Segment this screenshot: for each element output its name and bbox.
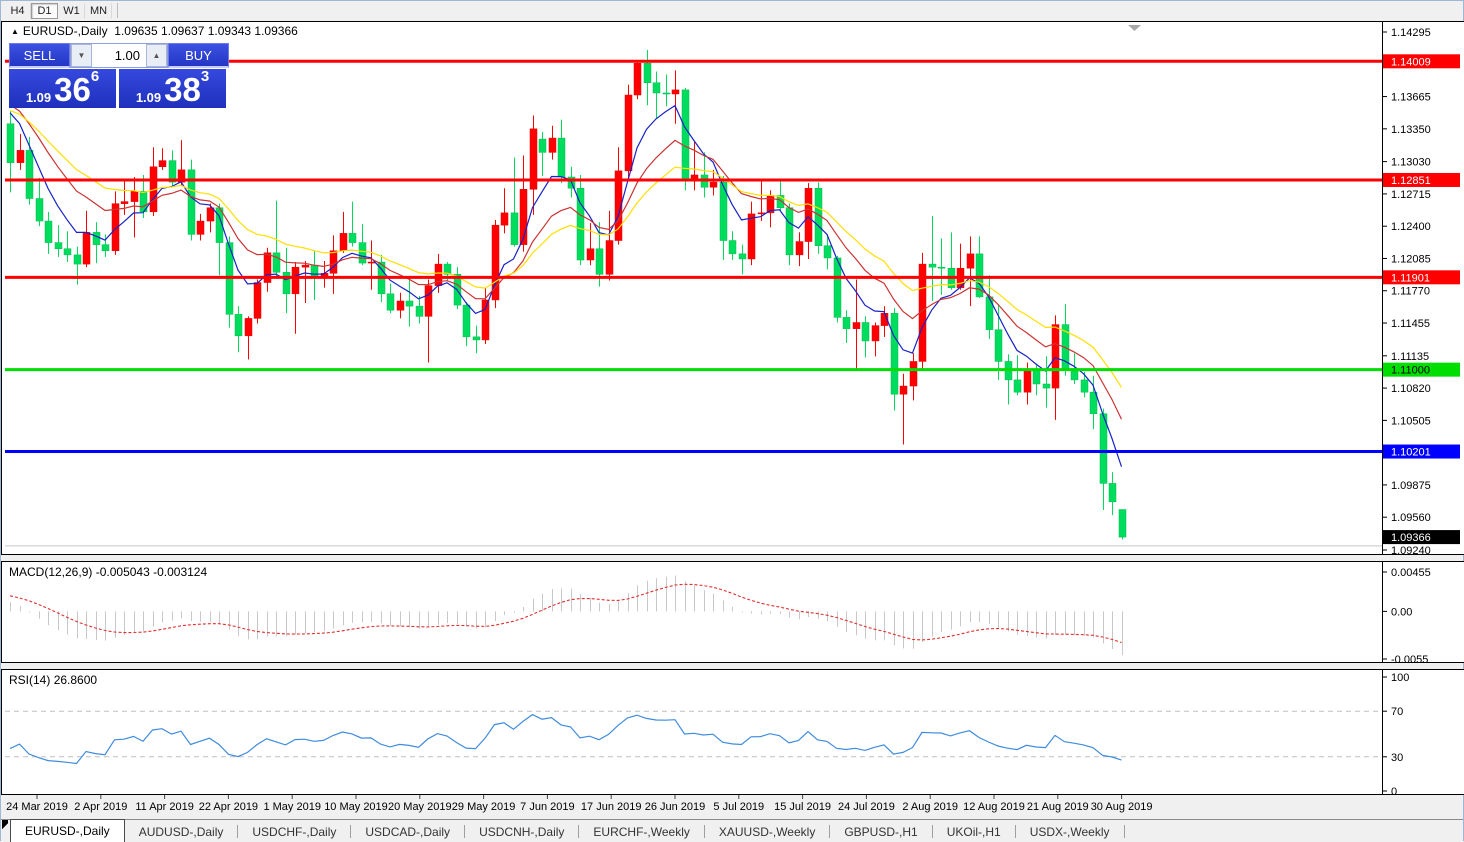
tab-audusd-daily[interactable]: AUDUSD-,Daily	[125, 821, 238, 842]
chevron-up-icon: ▲	[153, 51, 161, 60]
tab-usdcad-daily[interactable]: USDCAD-,Daily	[351, 821, 464, 842]
buy-price-display[interactable]: 1.09 38 3	[119, 69, 226, 108]
volume-input[interactable]: 1.00	[92, 44, 146, 67]
buy-price-point: 3	[201, 71, 209, 83]
svg-text:30 Aug 2019: 30 Aug 2019	[1091, 801, 1153, 813]
tab-bar-corner-icon	[2, 820, 8, 834]
sell-button[interactable]: SELL	[9, 43, 70, 68]
buy-button[interactable]: BUY	[168, 43, 229, 68]
timeframe-button-d1[interactable]: D1	[31, 3, 58, 19]
macd-background	[1, 561, 1464, 663]
svg-text:1.11901: 1.11901	[1391, 272, 1430, 284]
sell-price-display[interactable]: 1.09 36 6	[9, 69, 116, 108]
svg-text:1.13665: 1.13665	[1391, 92, 1431, 104]
svg-text:15 Jul 2019: 15 Jul 2019	[774, 801, 831, 813]
sell-price-pips: 36	[54, 75, 91, 105]
svg-text:1.14295: 1.14295	[1391, 27, 1431, 39]
svg-text:1.11000: 1.11000	[1391, 365, 1430, 377]
svg-text:1.13350: 1.13350	[1391, 124, 1431, 136]
tab-eurusd-daily[interactable]: EURUSD-,Daily	[10, 819, 125, 842]
one-click-trading-panel: SELL ▼ 1.00 ▲ BUY 1.09 36 6 1.09 38 3	[9, 43, 229, 108]
svg-text:1.13030: 1.13030	[1391, 157, 1431, 169]
svg-text:0.00455: 0.00455	[1391, 567, 1431, 579]
svg-text:1.10505: 1.10505	[1391, 415, 1431, 427]
volume-spinner: ▼ 1.00 ▲	[70, 43, 168, 68]
volume-increase-button[interactable]: ▲	[146, 44, 167, 67]
svg-text:1.12851: 1.12851	[1391, 175, 1431, 187]
svg-text:20 May 2019: 20 May 2019	[388, 801, 452, 813]
svg-text:1.10820: 1.10820	[1391, 383, 1431, 395]
timeframe-button-w1[interactable]: W1	[58, 3, 85, 19]
date-labels: 24 Mar 2019 2 Apr 2019 11 Apr 2019 22 Apr 2…	[6, 795, 1152, 813]
rsi-background	[1, 669, 1464, 795]
date-axis[interactable]: 24 Mar 2019 2 Apr 2019 11 Apr 2019 22 Apr 2…	[1, 795, 1464, 819]
svg-text:1.11135: 1.11135	[1391, 351, 1429, 363]
svg-text:1.09366: 1.09366	[1391, 532, 1431, 544]
svg-text:22 Apr 2019: 22 Apr 2019	[199, 801, 258, 813]
svg-text:1.09875: 1.09875	[1391, 480, 1431, 492]
svg-text:-0.0055: -0.0055	[1391, 654, 1428, 663]
svg-text:100: 100	[1391, 672, 1409, 684]
timeframe-button-h4[interactable]: H4	[4, 3, 31, 19]
tab-usdchf-daily[interactable]: USDCHF-,Daily	[238, 821, 350, 842]
buy-price-pips: 38	[164, 75, 201, 105]
tab-gbpusd-h1[interactable]: GBPUSD-,H1	[830, 821, 931, 842]
svg-text:5 Jul 2019: 5 Jul 2019	[713, 801, 764, 813]
toolbar-separator	[117, 3, 118, 18]
svg-text:1.12085: 1.12085	[1391, 253, 1431, 265]
rsi-panel[interactable]: 100 70 30 0	[1, 669, 1464, 795]
timeframe-button-mn[interactable]: MN	[85, 3, 112, 19]
svg-text:1.09240: 1.09240	[1391, 545, 1431, 555]
svg-text:29 May 2019: 29 May 2019	[452, 801, 516, 813]
svg-text:10 May 2019: 10 May 2019	[324, 801, 388, 813]
trade-panel-prices: 1.09 36 6 1.09 38 3	[9, 69, 229, 108]
svg-text:2 Aug 2019: 2 Aug 2019	[902, 801, 958, 813]
svg-text:24 Jul 2019: 24 Jul 2019	[838, 801, 895, 813]
svg-text:21 Aug 2019: 21 Aug 2019	[1027, 801, 1089, 813]
volume-decrease-button[interactable]: ▼	[71, 44, 92, 67]
tab-ukoil-h1[interactable]: UKOil-,H1	[933, 821, 1015, 842]
svg-text:0.00: 0.00	[1391, 606, 1412, 618]
sell-price-point: 6	[91, 71, 99, 83]
macd-panel[interactable]: 0.00455 0.00 -0.0055	[1, 561, 1464, 663]
trade-panel-controls: SELL ▼ 1.00 ▲ BUY	[9, 43, 229, 68]
svg-text:30: 30	[1391, 752, 1403, 764]
svg-text:26 Jun 2019: 26 Jun 2019	[645, 801, 706, 813]
rsi-scale-area[interactable]	[1382, 669, 1464, 795]
sell-price-base: 1.09	[26, 90, 51, 105]
svg-text:1 May 2019: 1 May 2019	[263, 801, 320, 813]
svg-text:7 Jun 2019: 7 Jun 2019	[520, 801, 574, 813]
svg-text:1.12400: 1.12400	[1391, 221, 1431, 233]
svg-text:11 Apr 2019: 11 Apr 2019	[135, 801, 194, 813]
svg-text:1.09560: 1.09560	[1391, 512, 1431, 524]
tab-usdcnh-daily[interactable]: USDCNH-,Daily	[465, 821, 578, 842]
svg-text:1.12715: 1.12715	[1391, 189, 1431, 201]
svg-text:1.10201: 1.10201	[1391, 447, 1431, 459]
tab-xauusd-weekly[interactable]: XAUUSD-,Weekly	[705, 821, 829, 842]
tab-eurchf-weekly[interactable]: EURCHF-,Weekly	[579, 821, 703, 842]
svg-text:1.11770: 1.11770	[1391, 286, 1430, 298]
tab-separator	[1124, 825, 1125, 838]
svg-text:1.14009: 1.14009	[1391, 56, 1431, 68]
svg-text:70: 70	[1391, 706, 1403, 718]
svg-text:17 Jun 2019: 17 Jun 2019	[581, 801, 642, 813]
svg-text:12 Aug 2019: 12 Aug 2019	[963, 801, 1025, 813]
svg-text:0: 0	[1391, 786, 1397, 795]
svg-text:2 Apr 2019: 2 Apr 2019	[74, 801, 127, 813]
chevron-down-icon: ▼	[78, 51, 86, 60]
buy-price-base: 1.09	[136, 90, 161, 105]
svg-text:24 Mar 2019: 24 Mar 2019	[6, 801, 68, 813]
svg-text:1.11455: 1.11455	[1391, 318, 1430, 330]
tab-usdx-weekly[interactable]: USDX-,Weekly	[1016, 821, 1124, 842]
